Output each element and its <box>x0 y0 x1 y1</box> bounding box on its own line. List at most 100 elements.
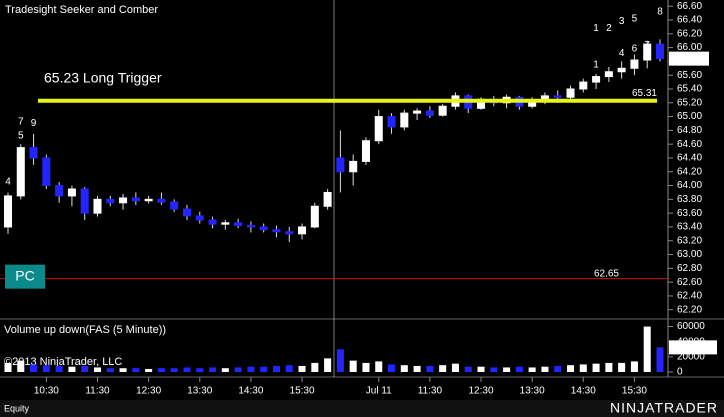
volume-bar <box>145 368 153 372</box>
candle-body <box>55 185 64 197</box>
y-tick-label: 66.40 <box>677 15 702 26</box>
setup-count: 3 <box>619 16 625 27</box>
volume-bar <box>311 362 319 372</box>
candle-body <box>400 112 409 128</box>
volume-bar <box>93 367 102 372</box>
volume-bar <box>490 367 498 372</box>
volume-bar <box>260 366 268 372</box>
y-tick-label: 64.00 <box>677 180 702 191</box>
setup-count: 1 <box>593 23 599 34</box>
candle-body <box>246 225 255 228</box>
y-tick-label: 64.80 <box>677 125 702 136</box>
y-tick-label: 65.00 <box>677 111 702 122</box>
candle-body <box>3 195 13 228</box>
last-price-box <box>669 51 709 66</box>
x-tick-label: 10:30 <box>34 386 59 397</box>
y-tick-label: 62.80 <box>677 263 702 274</box>
volume-bar <box>209 367 217 372</box>
volume-bar <box>81 365 89 372</box>
pc-label: PC <box>15 267 34 283</box>
volume-bar <box>247 366 255 372</box>
footer-bar <box>0 400 724 417</box>
pc-value: 62.65 <box>594 268 619 279</box>
y-tick-label: 64.60 <box>677 139 702 150</box>
volume-bar <box>362 362 370 372</box>
volume-bar <box>285 365 293 372</box>
volume-bar <box>68 366 76 372</box>
volume-bar <box>605 362 613 372</box>
setup-count: 5 <box>18 131 24 142</box>
x-tick-label: 11:30 <box>85 386 110 397</box>
y-tick-label: 65.40 <box>677 84 702 95</box>
candle-body <box>438 105 447 116</box>
volume-bar <box>464 366 472 372</box>
candle-body <box>131 197 140 202</box>
y-tick-label: 63.60 <box>677 208 702 219</box>
candle-body <box>374 116 383 142</box>
y-tick-label: 63.80 <box>677 194 702 205</box>
volume-bar <box>400 365 408 372</box>
candle-body <box>67 188 76 197</box>
volume-bar <box>4 362 12 372</box>
candle-body <box>208 219 217 225</box>
candle-body <box>425 110 434 116</box>
trigger-label: 65.23 Long Trigger <box>44 69 162 85</box>
volume-bar <box>119 368 127 372</box>
y-tick-label: 64.40 <box>677 153 702 164</box>
last-price-label: 65.84 <box>677 53 702 64</box>
candle-body <box>630 59 639 69</box>
y-tick-label: 65.60 <box>677 70 702 81</box>
setup-count: 4 <box>5 177 11 188</box>
y-tick-label: 63.40 <box>677 222 702 233</box>
setup-count: 8 <box>657 6 663 17</box>
x-tick-label: Jul 11 <box>366 386 392 397</box>
footer: Equity <box>4 403 30 413</box>
candle-body <box>655 43 665 60</box>
y-tick-label: 63.00 <box>677 249 702 260</box>
candle-body <box>617 67 626 73</box>
candle-body <box>144 198 153 202</box>
candle-body <box>336 157 345 173</box>
x-tick-label: 11:30 <box>418 386 443 397</box>
candle-body <box>157 198 166 203</box>
volume-bar <box>515 366 523 372</box>
setup-count: 7 <box>18 117 24 128</box>
volume-bar <box>17 360 25 372</box>
volume-bar <box>336 349 344 372</box>
candle-body <box>643 43 652 61</box>
candle-body <box>413 110 422 114</box>
volume-bar <box>221 368 229 372</box>
x-tick-label: 14:30 <box>238 386 263 397</box>
x-tick-label: 12:30 <box>469 386 494 397</box>
setup-count: 7 <box>644 40 650 51</box>
candle-body <box>42 157 51 187</box>
x-tick-label: 14:30 <box>571 386 596 397</box>
candle-body <box>298 226 307 235</box>
candle-body <box>361 140 370 162</box>
candle-body <box>221 222 230 225</box>
x-tick-label: 12:30 <box>136 386 161 397</box>
volume-bar <box>630 361 638 372</box>
pc-box <box>5 264 45 289</box>
candle-body <box>29 147 38 159</box>
volume-tick-label: 20000 <box>677 351 705 362</box>
x-tick-label: 13:30 <box>187 386 212 397</box>
volume-bar <box>42 365 50 372</box>
volume-last-box <box>669 340 717 355</box>
setup-count: 1 <box>593 59 599 70</box>
candle-body <box>234 222 243 227</box>
volume-bar <box>656 347 664 372</box>
volume-bar <box>132 368 140 372</box>
y-tick-label: 66.20 <box>677 28 702 39</box>
volume-bar <box>618 362 626 372</box>
y-tick-label: 62.60 <box>677 277 702 288</box>
y-tick-label: 62.20 <box>677 304 702 315</box>
y-tick-label: 62.40 <box>677 291 702 302</box>
x-tick-label: 15:30 <box>290 386 315 397</box>
volume-title: Volume up down(FAS (5 Minute)) <box>4 324 166 336</box>
x-tick-label: 15:30 <box>622 386 647 397</box>
setup-count: 2 <box>606 23 612 34</box>
volume-bar <box>55 365 63 372</box>
